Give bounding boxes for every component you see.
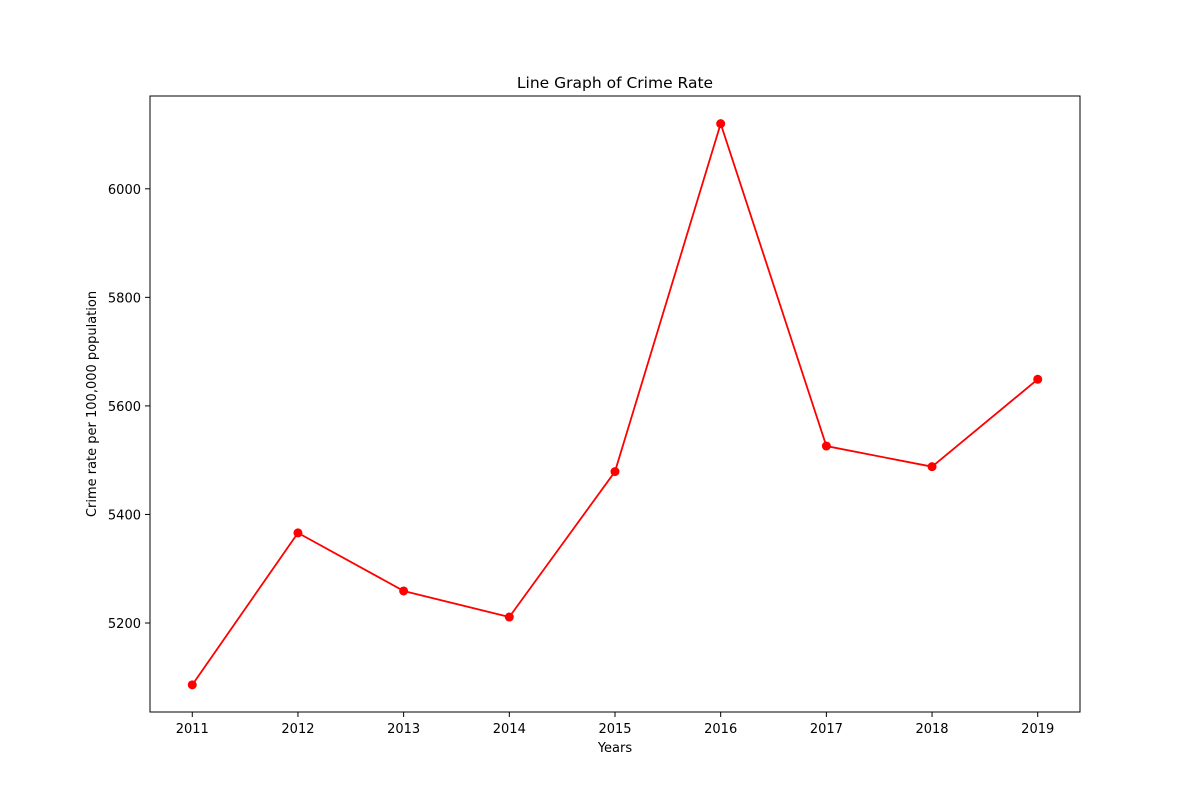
series-line: [191, 122, 1039, 686]
data-point: [927, 462, 937, 472]
y-tick-label: 5800: [108, 291, 141, 306]
x-tick-label: 2016: [704, 722, 737, 737]
data-point: [399, 586, 409, 596]
data-point: [1033, 374, 1043, 384]
plot-frame: [149, 95, 1081, 713]
x-tick-label: 2012: [281, 722, 314, 737]
x-tick-label: 2011: [176, 722, 209, 737]
chart-title: Line Graph of Crime Rate: [517, 74, 713, 92]
data-point: [716, 119, 726, 129]
x-tick-label: 2014: [493, 722, 526, 737]
y-tick-label: 5600: [108, 400, 141, 415]
x-axis-label: Years: [597, 741, 633, 756]
y-tick-label: 5400: [108, 508, 141, 523]
x-tick-label: 2019: [1021, 722, 1054, 737]
x-tick-label: 2015: [598, 722, 631, 737]
data-point: [293, 528, 303, 538]
y-axis-label: Crime rate per 100,000 population: [85, 291, 100, 517]
x-tick-label: 2013: [387, 722, 420, 737]
x-tick-label: 2018: [915, 722, 948, 737]
y-tick-label: 5200: [108, 617, 141, 632]
y-tick-label: 6000: [108, 183, 141, 198]
data-point: [504, 612, 514, 622]
plot-area: 2011 2012 2013 2014 2015 2016 2017 2018 2019 5200…: [108, 95, 1081, 737]
data-point: [187, 680, 197, 690]
data-point: [610, 467, 620, 477]
data-point: [821, 441, 831, 451]
x-tick-label: 2017: [810, 722, 843, 737]
